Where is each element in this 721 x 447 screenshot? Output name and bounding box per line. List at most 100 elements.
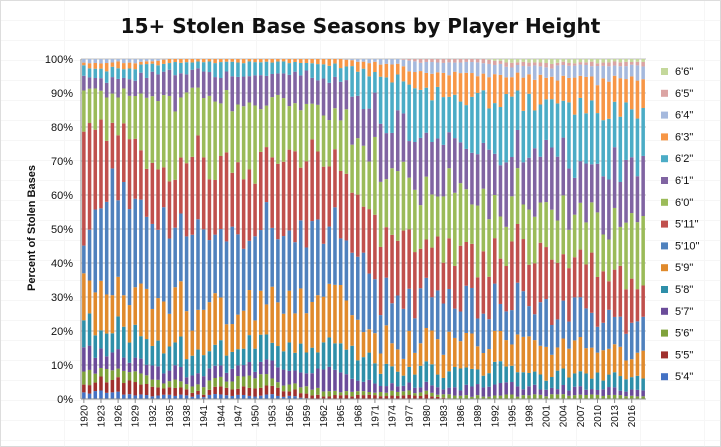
bar-segment <box>612 65 617 76</box>
bar-segment <box>527 66 531 75</box>
bar-segment <box>179 97 183 158</box>
bar-segment <box>578 371 583 387</box>
bar-segment <box>441 303 446 355</box>
legend-swatch <box>661 155 668 163</box>
bar-segment <box>190 87 195 157</box>
bar-segment <box>144 339 149 365</box>
bar-segment <box>532 394 537 399</box>
bar-segment <box>219 376 223 387</box>
bar-segment <box>424 277 429 328</box>
bar-segment <box>521 110 526 163</box>
bar-segment <box>241 376 246 387</box>
bar-segment <box>104 71 109 83</box>
bar-segment <box>281 385 286 392</box>
bar-segment <box>321 78 326 116</box>
bar-segment <box>281 61 286 74</box>
bar-segment <box>156 298 160 341</box>
bar-segment <box>150 345 155 366</box>
bar-segment <box>253 378 257 389</box>
bar-segment <box>390 343 394 367</box>
bar-segment <box>264 61 269 76</box>
bar-segment <box>230 395 235 399</box>
bar-segment <box>93 88 98 130</box>
bar-segment <box>190 69 195 88</box>
bar-segment <box>161 71 166 96</box>
bar-segment <box>384 179 389 228</box>
bar-segment <box>333 395 337 399</box>
bar-segment <box>492 238 497 284</box>
bar-segment <box>532 314 537 341</box>
y-tick-label: 80% <box>51 122 73 134</box>
bar-segment <box>470 73 474 97</box>
bar-segment <box>367 394 371 399</box>
bar-segment <box>259 59 263 63</box>
bar-segment <box>430 194 434 248</box>
bar-segment <box>521 77 526 111</box>
bar-segment <box>150 365 155 380</box>
bar-segment <box>116 61 120 69</box>
bar-segment <box>641 107 645 156</box>
bar-segment <box>624 159 628 223</box>
bar-segment <box>458 73 463 102</box>
bar-segment <box>219 59 223 63</box>
bar-segment <box>635 389 640 397</box>
bar-segment <box>464 395 468 399</box>
bar-segment <box>378 76 383 124</box>
bar-segment <box>247 395 252 399</box>
bar-segment <box>504 94 508 163</box>
bar-segment <box>515 396 520 399</box>
bar-segment <box>578 202 583 250</box>
bar-segment <box>407 84 411 142</box>
bar-segment <box>161 59 166 64</box>
bar-segment <box>367 63 371 77</box>
bar-segment <box>532 216 537 264</box>
bar-segment <box>219 103 223 156</box>
y-axis: 0% 10% 20% 30% 40% 50% 60% 70% 80% 90% 100% <box>45 54 82 406</box>
bar-segment <box>93 382 98 392</box>
bar-segment <box>430 392 434 397</box>
bar-segment <box>127 79 132 96</box>
bar-segment <box>122 59 126 64</box>
legend-label: 5'9" <box>675 262 693 274</box>
bar-segment <box>607 281 611 310</box>
bar-segment <box>475 318 480 347</box>
bar-segment <box>567 168 571 230</box>
bar-segment <box>264 59 269 62</box>
bar-segment <box>555 319 560 348</box>
bar-segment <box>179 367 183 382</box>
bar-segment <box>333 149 337 208</box>
bar-segment <box>418 71 423 90</box>
x-tick-label: 1968 <box>353 405 364 428</box>
bar-segment <box>481 387 486 397</box>
bar-segment <box>338 392 343 396</box>
bar-segment <box>624 396 628 399</box>
bar-segment <box>213 101 217 180</box>
bar-segment <box>270 378 274 386</box>
bar-segment <box>333 76 337 109</box>
bar-segment <box>196 390 200 395</box>
bar-segment <box>156 366 160 380</box>
bar-segment <box>361 109 366 146</box>
bar-segment <box>584 59 588 63</box>
bar-segment <box>150 162 155 224</box>
bar-segment <box>401 385 406 392</box>
bar-segment <box>498 107 503 166</box>
bar-segment <box>219 78 223 104</box>
bar-segment <box>264 105 269 148</box>
bar-segment <box>498 258 503 304</box>
legend-label: 6'1" <box>675 175 693 187</box>
bar-segment <box>293 103 297 152</box>
bar-segment <box>224 152 229 242</box>
bar-segment <box>236 376 240 389</box>
bar-segment <box>510 62 514 68</box>
bar-segment <box>241 179 246 249</box>
bar-segment <box>601 62 605 66</box>
bar-segment <box>156 387 160 396</box>
bar-segment <box>213 394 217 399</box>
bar-segment <box>635 222 640 290</box>
bar-segment <box>618 78 623 117</box>
bar-segment <box>161 207 166 302</box>
bar-segment <box>276 239 280 303</box>
bar-segment <box>601 322 605 351</box>
bar-segment <box>435 394 440 397</box>
